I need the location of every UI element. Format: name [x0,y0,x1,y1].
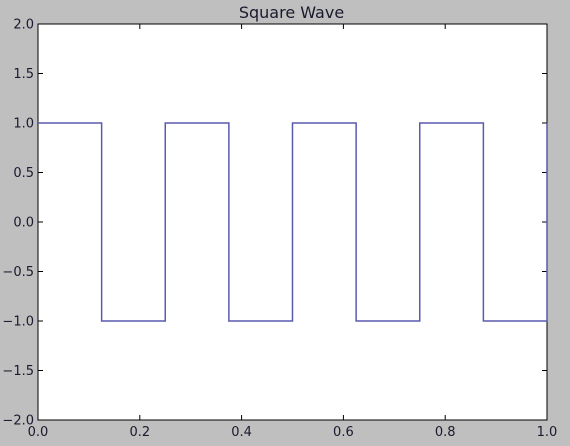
x-tick-label: 0.2 [129,425,150,440]
y-tick-label: −1.5 [2,364,34,379]
axis-tick-labels: 0.0 0.2 0.4 0.6 0.8 1.0 2.0 1.5 1.0 0.5 0.0 −0.5 −1.… [2,18,557,441]
x-tick-label: 0.6 [333,425,354,440]
y-tick-label: −0.5 [2,265,34,280]
axis-ticks [37,23,548,421]
y-tick-label: 0.0 [13,216,34,231]
y-tick-label: 1.5 [13,67,34,82]
x-tick-label: 1.0 [537,425,558,440]
y-tick-label: 1.0 [13,117,34,132]
y-tick-label: −2.0 [2,414,34,429]
y-tick-label: 0.5 [13,166,34,181]
y-tick-label: −1.0 [2,315,34,330]
x-tick-label: 0.8 [435,425,456,440]
y-tick-label: 2.0 [13,18,34,33]
x-tick-label: 0.0 [28,425,49,440]
x-tick-label: 0.4 [231,425,252,440]
chart-title: Square Wave [239,3,344,22]
series-layer [37,122,548,322]
